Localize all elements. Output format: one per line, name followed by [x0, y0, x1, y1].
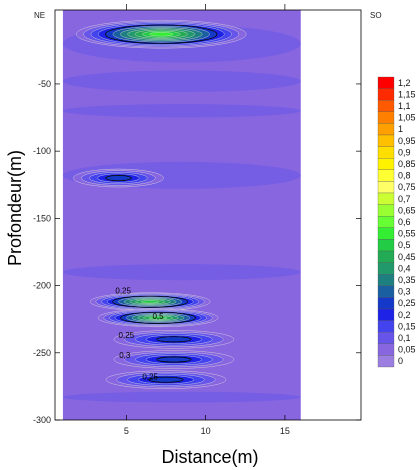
colorbar-swatch — [377, 262, 395, 275]
colorbar-swatch — [377, 134, 395, 147]
colorbar-swatch — [377, 320, 395, 333]
colorbar-swatch — [377, 146, 395, 159]
field-streak — [62, 70, 301, 92]
colorbar-swatch — [377, 111, 395, 124]
colorbar-label: 0,1 — [398, 333, 411, 343]
colorbar-label: 0,45 — [398, 252, 416, 262]
field-streak — [62, 104, 301, 118]
colorbar-swatch — [377, 88, 395, 101]
colorbar-swatch — [377, 308, 395, 321]
colorbar-label: 0,35 — [398, 275, 416, 285]
contour-label: 0,25 — [119, 331, 135, 340]
x-axis-ticks: 5 10 15 — [124, 4, 290, 436]
colorbar-swatch — [377, 239, 395, 252]
colorbar-label: 0,15 — [398, 321, 416, 331]
y-tick-label: -150 — [33, 213, 51, 223]
colorbar-swatch — [377, 169, 395, 182]
colorbar-label: 0,3 — [398, 287, 411, 297]
contour-line — [156, 336, 192, 343]
colorbar-label: 0,55 — [398, 229, 416, 239]
colorbar-swatch — [377, 76, 395, 89]
colorbar-label: 0,6 — [398, 217, 411, 227]
contour-line — [105, 175, 132, 182]
y-axis-ticks: -50 -100 -150 -200 -250 -300 — [33, 79, 361, 425]
colorbar-label: 0,7 — [398, 194, 411, 204]
colorbar-label: 0 — [398, 356, 403, 366]
colorbar-swatch — [377, 274, 395, 286]
field-streak — [62, 264, 301, 281]
y-tick-label: -250 — [33, 348, 51, 358]
colorbar-swatch — [377, 355, 395, 368]
colorbar-label: 0,8 — [398, 171, 411, 181]
anomaly-contour — [140, 300, 160, 304]
colorbar-label: 0,25 — [398, 298, 416, 308]
anomaly-contour — [148, 316, 168, 320]
contour-line — [105, 24, 218, 44]
colorbar-swatch — [377, 181, 395, 194]
x-tick-label: 10 — [201, 426, 211, 436]
corner-label-right: SO — [370, 11, 382, 20]
colorbar-swatch — [377, 227, 395, 240]
contour-field — [62, 10, 301, 420]
colorbar-swatch — [377, 204, 395, 217]
colorbar-swatch — [377, 158, 395, 170]
field-streak — [62, 391, 301, 403]
colorbar-swatch — [377, 285, 395, 298]
colorbar-swatch — [377, 332, 395, 344]
colorbar-label: 1,05 — [398, 113, 416, 123]
colorbar-label: 0,05 — [398, 345, 416, 355]
colorbar-legend: 1,21,15 1,1 1,051 0,950,9 0,85 0,80,75 0,70,65… — [377, 76, 416, 368]
y-axis-title: Profondeur(m) — [5, 150, 25, 266]
colorbar-swatch — [377, 123, 395, 136]
colorbar-label: 0,95 — [398, 136, 416, 146]
colorbar-swatch — [377, 100, 395, 112]
colorbar-label: 0,85 — [398, 159, 416, 169]
colorbar-label: 0,2 — [398, 310, 411, 320]
contour-line — [120, 311, 196, 324]
contour-label: 0,5 — [152, 312, 164, 321]
colorbar-label: 1,2 — [398, 78, 411, 88]
contour-label: 0,3 — [119, 351, 131, 360]
contour-line — [156, 356, 192, 363]
plot-frame — [54, 9, 362, 421]
colorbar-label: 0,75 — [398, 182, 416, 192]
colorbar-label: 1,1 — [398, 101, 411, 111]
anomaly-contour — [149, 32, 174, 37]
contour-labels: 0,25 0,5 0,25 0,3 0,25 — [115, 287, 164, 382]
colorbar-swatch — [377, 343, 395, 356]
contour-label: 0,25 — [115, 287, 131, 296]
colorbar-swatch — [377, 297, 395, 310]
y-tick-label: -200 — [33, 281, 51, 291]
x-tick-label: 15 — [280, 426, 290, 436]
colorbar-label: 0,65 — [398, 205, 416, 215]
colorbar-swatch — [377, 250, 395, 263]
colorbar-swatch — [377, 192, 395, 205]
x-tick-label: 5 — [124, 426, 129, 436]
contour-line — [148, 376, 184, 383]
colorbar-swatch — [377, 216, 395, 228]
y-tick-label: -300 — [33, 415, 51, 425]
colorbar-label: 0,5 — [398, 240, 411, 250]
colorbar-label: 0,4 — [398, 263, 411, 273]
colorbar-label: 0,9 — [398, 147, 411, 157]
corner-label-left: NE — [34, 11, 45, 20]
y-tick-label: -50 — [38, 79, 51, 89]
colorbar-label: 1,15 — [398, 89, 416, 99]
colorbar-label: 1 — [398, 124, 403, 134]
contour-label: 0,25 — [142, 373, 158, 382]
contour-line — [112, 295, 188, 308]
y-tick-label: -100 — [33, 146, 51, 156]
x-axis-title: Distance(m) — [161, 447, 258, 467]
